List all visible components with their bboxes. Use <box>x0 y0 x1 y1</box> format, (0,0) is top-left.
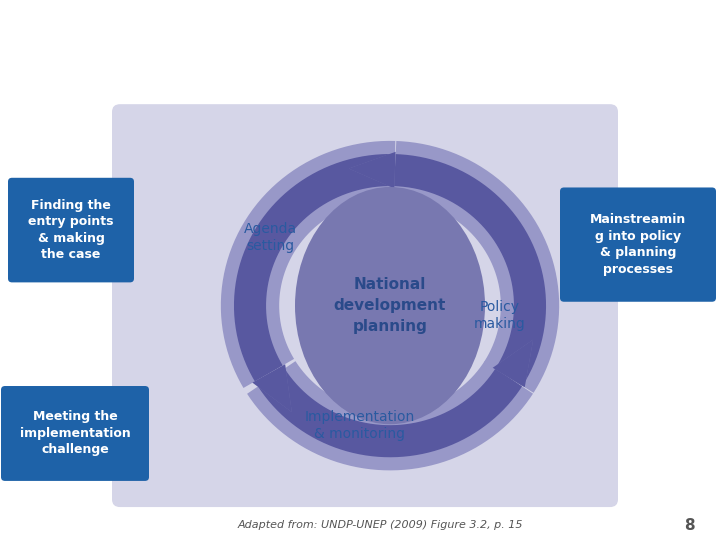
Polygon shape <box>253 364 292 412</box>
Polygon shape <box>145 424 148 443</box>
Text: Policy
making: Policy making <box>474 300 526 331</box>
Text: Adapted from: UNDP-UNEP (2009) Figure 3.2, p. 15: Adapted from: UNDP-UNEP (2009) Figure 3.… <box>238 521 523 530</box>
Polygon shape <box>348 152 395 188</box>
FancyBboxPatch shape <box>112 104 618 507</box>
Text: Agenda
setting: Agenda setting <box>243 222 297 253</box>
Polygon shape <box>348 152 395 188</box>
Polygon shape <box>492 340 534 387</box>
Text: Finding the
entry points
& making
the case: Finding the entry points & making the ca… <box>28 199 114 261</box>
Text: Meeting the
implementation
challenge: Meeting the implementation challenge <box>19 410 130 456</box>
Polygon shape <box>115 259 133 279</box>
FancyBboxPatch shape <box>8 178 134 282</box>
FancyBboxPatch shape <box>1 386 149 481</box>
Ellipse shape <box>295 187 485 424</box>
Text: 8: 8 <box>685 518 695 533</box>
Text: the policy cycle: the policy cycle <box>22 62 229 85</box>
Text: Implementation
& monitoring: Implementation & monitoring <box>305 410 415 441</box>
Text: Mainstreamin
g into policy
& planning
processes: Mainstreamin g into policy & planning pr… <box>590 213 686 276</box>
Text: National
development
planning: National development planning <box>334 277 446 334</box>
FancyBboxPatch shape <box>560 187 716 302</box>
Polygon shape <box>492 340 534 387</box>
Text: Entry points for mainstreaming in: Entry points for mainstreaming in <box>22 26 474 50</box>
Polygon shape <box>253 364 292 412</box>
